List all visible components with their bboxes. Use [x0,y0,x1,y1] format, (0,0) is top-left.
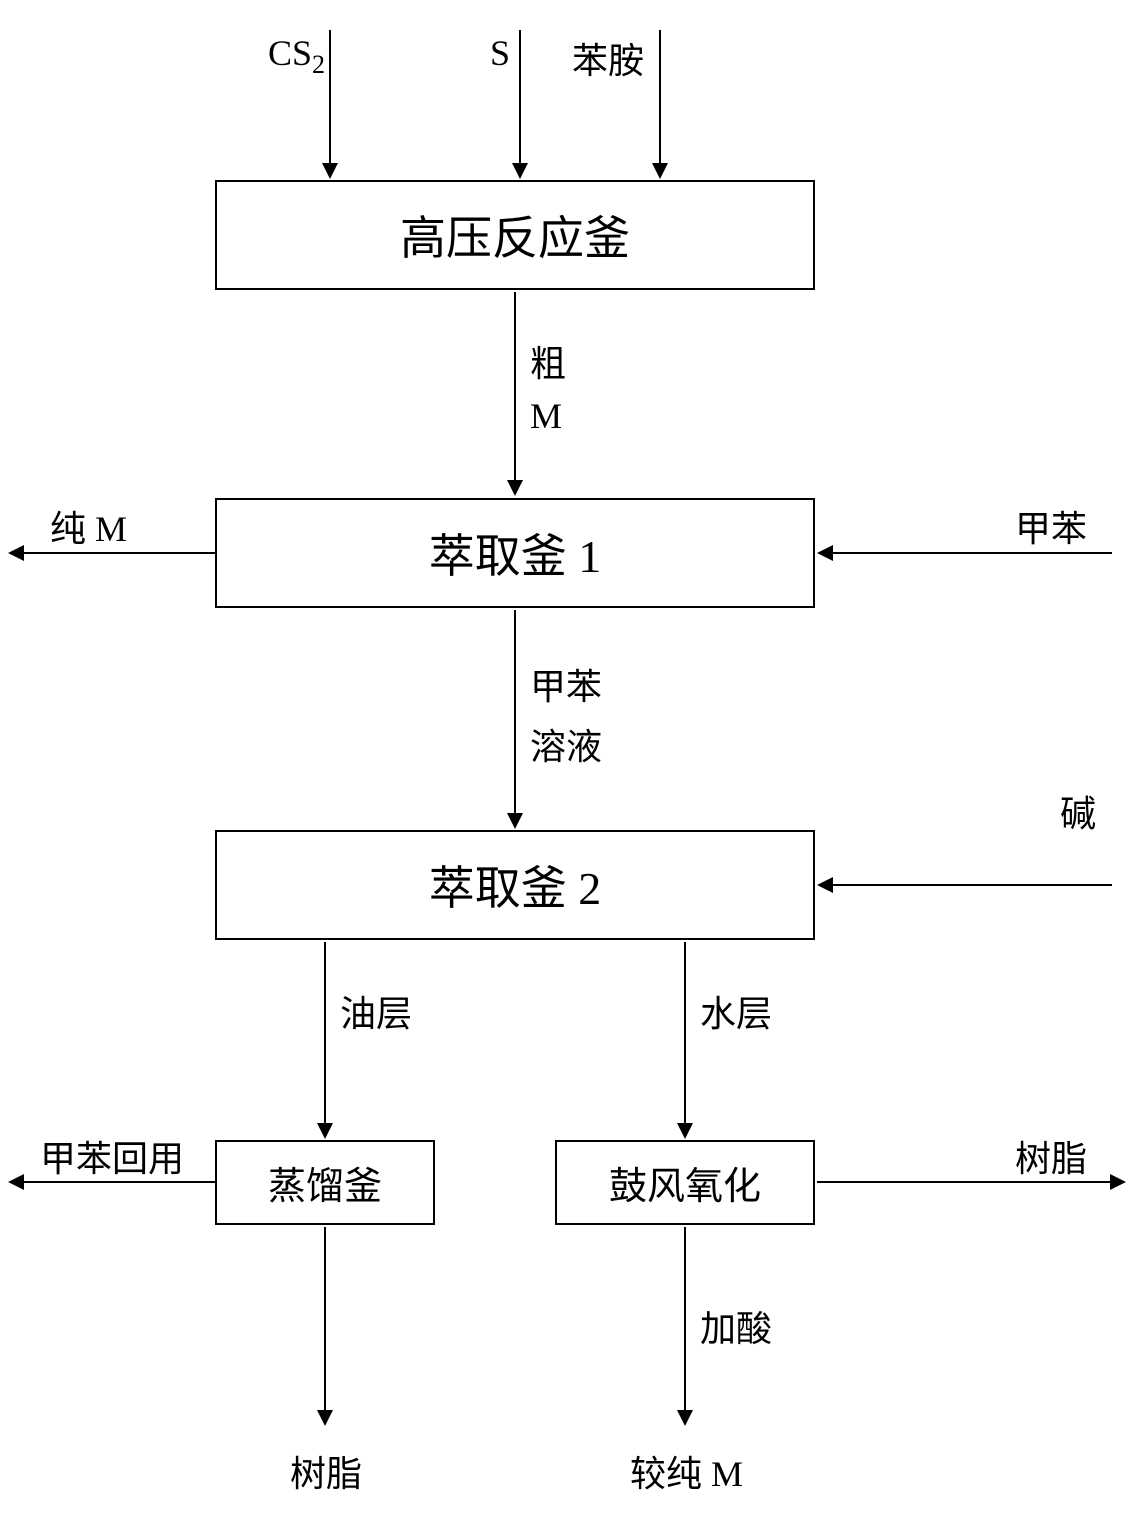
arrow-water-layer [684,942,686,1125]
label-resin-bottom1: 树脂 [290,1445,362,1497]
label-alkali: 碱 [1060,785,1096,837]
arrow-toluene-recycle-head [8,1174,24,1190]
arrow-distill-resin-head [317,1410,333,1426]
arrow-reactor-to-ext1-head [507,480,523,496]
extractor1-box: 萃取釜 1 [215,498,815,608]
label-water-layer: 水层 [700,985,772,1037]
arrow-distill-resin [324,1227,326,1412]
arrow-aniline [659,30,661,165]
arrow-cs2-head [322,163,338,179]
oxidation-box: 鼓风氧化 [555,1140,815,1225]
arrow-cs2 [329,30,331,165]
arrow-resin-right-head [1110,1174,1126,1190]
label-pure-m: 纯 M [50,500,127,552]
label-cs2: CS2 [268,32,325,80]
label-add-acid: 加酸 [700,1300,772,1352]
label-toluene-recycle: 甲苯回用 [40,1130,184,1182]
arrow-s-head [512,163,528,179]
arrow-ext1-to-ext2 [514,610,516,815]
arrow-oxidation-purer [684,1227,686,1412]
label-s: S [490,32,510,74]
arrow-oil-layer [324,942,326,1125]
arrow-water-layer-head [677,1123,693,1139]
label-oil-layer: 油层 [340,985,412,1037]
label-crude: 粗 [530,335,566,387]
distill-box: 蒸馏釜 [215,1140,435,1225]
arrow-pure-m [22,552,215,554]
label-toluene-in: 甲苯 [1015,500,1087,552]
arrow-pure-m-head [8,545,24,561]
arrow-s [519,30,521,165]
arrow-alkali-head [817,877,833,893]
arrow-reactor-to-ext1 [514,292,516,482]
label-aniline: 苯胺 [572,32,644,84]
label-toluene-sol2: 溶液 [530,718,602,770]
extractor2-box: 萃取釜 2 [215,830,815,940]
arrow-toluene-in-head [817,545,833,561]
label-toluene-sol1: 甲苯 [530,658,602,710]
arrow-ext1-to-ext2-head [507,813,523,829]
arrow-oxidation-purer-head [677,1410,693,1426]
label-purer-m: 较纯 M [630,1445,743,1497]
arrow-aniline-head [652,163,668,179]
reactor-box: 高压反应釜 [215,180,815,290]
arrow-oil-layer-head [317,1123,333,1139]
label-m1: M [530,395,562,437]
label-resin-right: 树脂 [1015,1130,1087,1182]
arrow-alkali [832,884,1112,886]
arrow-toluene-in [832,552,1112,554]
